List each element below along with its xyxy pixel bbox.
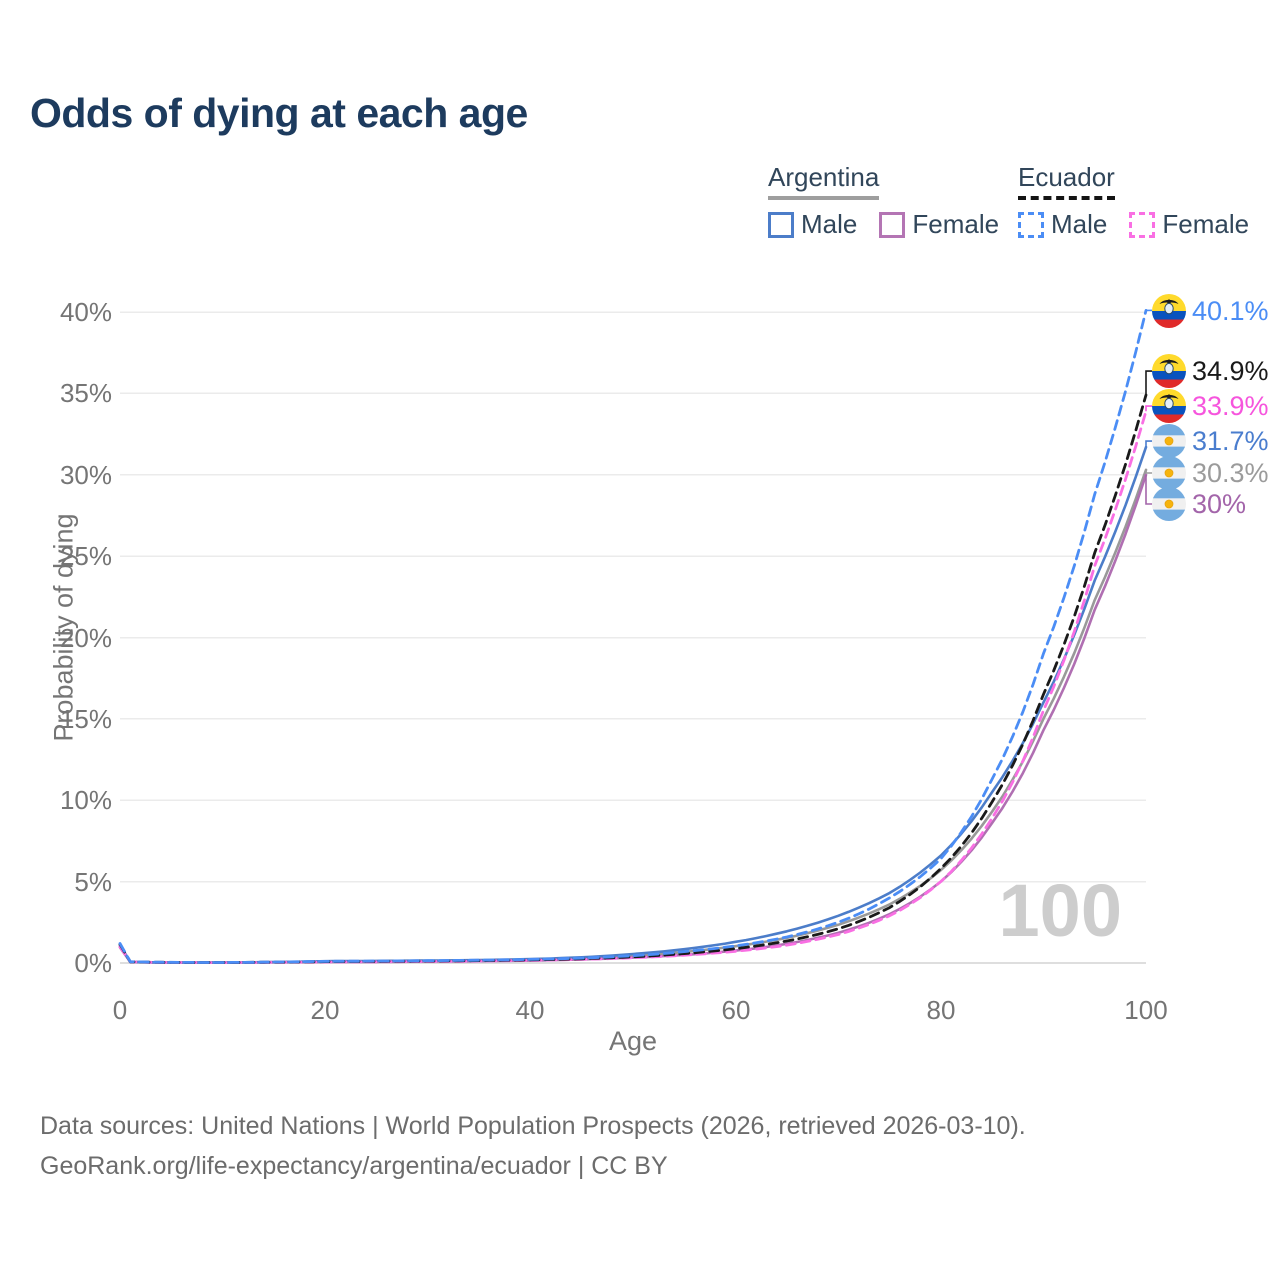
x-tick-label: 60	[721, 995, 751, 1025]
legend-item-ecuador-male[interactable]: Male	[1018, 209, 1107, 240]
y-tick-label: 30%	[59, 460, 112, 490]
end-label-connector-ar-male	[1145, 440, 1152, 448]
page-title: Odds of dying at each age	[30, 90, 528, 136]
end-label-value: 30%	[1192, 488, 1247, 519]
end-label-connector-ar-female	[1145, 474, 1152, 505]
y-axis-title: Probability of dying	[48, 513, 79, 742]
end-label-ec-all: 34.9%	[1152, 354, 1269, 388]
legend-group-argentina: Argentina Male Female	[768, 162, 999, 240]
y-tick-label: 25%	[59, 541, 112, 571]
ecuador-flag-icon	[1152, 354, 1186, 388]
end-label-connector-ec-female	[1145, 405, 1152, 412]
legend-country-ecuador[interactable]: Ecuador	[1018, 162, 1115, 200]
end-label-ar-female: 30%	[1152, 487, 1246, 521]
footer: Data sources: United Nations | World Pop…	[40, 1106, 1026, 1186]
footer-attribution: GeoRank.org/life-expectancy/argentina/ec…	[40, 1152, 668, 1180]
legend-label-ecuador-female: Female	[1162, 209, 1250, 239]
end-label-connector-ec-all	[1145, 370, 1152, 395]
argentina-flag-icon	[1152, 424, 1186, 458]
series-line-ec-male	[118, 309, 1148, 964]
end-label-value: 30.3%	[1192, 457, 1269, 488]
argentina-flag-icon	[1152, 487, 1186, 521]
end-label-ar-all: 30.3%	[1152, 456, 1269, 490]
legend-item-argentina-female[interactable]: Female	[879, 209, 999, 240]
footer-data-sources: Data sources: United Nations | World Pop…	[40, 1112, 1026, 1140]
y-tick-label: 10%	[59, 785, 112, 815]
argentina-female-swatch-icon	[879, 211, 906, 238]
end-label-value: 34.9%	[1192, 355, 1269, 386]
argentina-flag-icon	[1152, 456, 1186, 490]
legend-label-argentina-male: Male	[801, 209, 858, 239]
legend-country-argentina[interactable]: Argentina	[768, 162, 880, 200]
end-label-value: 31.7%	[1192, 425, 1269, 456]
argentina-male-swatch-icon	[768, 211, 794, 238]
ecuador-flag-icon	[1152, 294, 1186, 328]
legend-group-ecuador: Ecuador Male Female	[1018, 162, 1249, 240]
end-label-value: 33.9%	[1192, 390, 1269, 421]
ecuador-male-swatch-icon	[1018, 211, 1044, 238]
x-tick-label: 100	[1124, 995, 1168, 1025]
ecuador-flag-icon	[1152, 389, 1186, 423]
legend-item-ecuador-female[interactable]: Female	[1129, 209, 1249, 240]
x-tick-label: 40	[515, 995, 545, 1025]
y-tick-label: 5%	[74, 867, 112, 897]
x-tick-label: 20	[310, 995, 340, 1025]
y-tick-label: 0%	[74, 948, 112, 978]
age-watermark: 100	[998, 869, 1122, 952]
legend-label-ecuador-male: Male	[1051, 209, 1108, 239]
y-tick-label: 40%	[59, 297, 112, 327]
end-label-ar-male: 31.7%	[1152, 424, 1269, 458]
x-axis-title: Age	[608, 1026, 658, 1056]
end-label-connector-ar-all	[1145, 469, 1152, 474]
end-label-value: 40.1%	[1192, 295, 1269, 326]
y-tick-label: 35%	[59, 378, 112, 408]
legend-label-argentina-female: Female	[912, 209, 1000, 239]
legend-item-argentina-male[interactable]: Male	[768, 209, 857, 240]
x-tick-label: 0	[112, 995, 128, 1025]
x-tick-label: 80	[926, 995, 956, 1025]
end-label-ec-female: 33.9%	[1152, 389, 1269, 423]
y-tick-label: 20%	[59, 623, 112, 653]
y-tick-label: 15%	[59, 704, 112, 734]
end-label-ec-male: 40.1%	[1152, 294, 1269, 328]
ecuador-female-swatch-icon	[1129, 211, 1156, 238]
